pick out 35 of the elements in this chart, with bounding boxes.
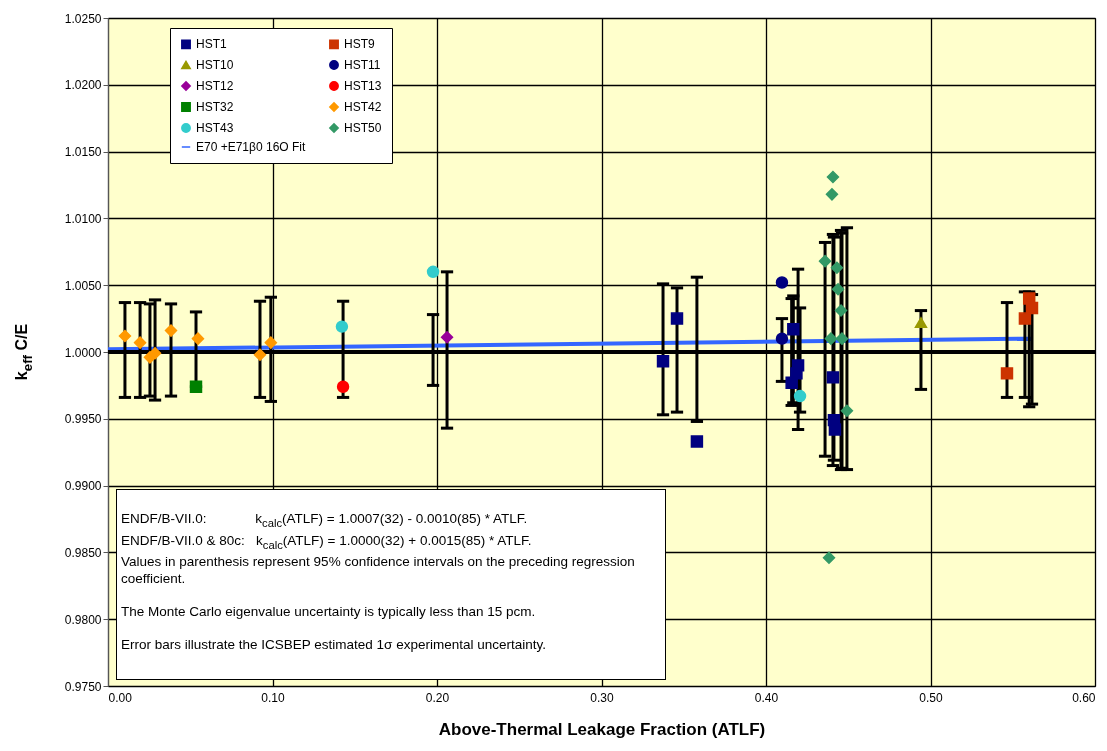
annotation: ENDF/B-VII.0 & 80c: k$_{calc}$(ATLF) = 1.0000(32) + 0.0015(85) * ATLF. [121,531,533,553]
y-tick-label: 1.0250 [64,11,102,26]
x-tick-label: 0.00 [108,690,133,705]
y-tick-label: 1.0050 [64,278,102,293]
y-tick-label: 1.0150 [64,145,102,160]
x-axis-title: Above-Thermal Leakage Fraction (ATLF) [438,719,766,739]
y-tick-label: 0.9800 [64,612,102,627]
legend-label: HST1 [196,37,227,52]
legend-label: HST13 [344,79,382,93]
y-tick-label: 0.9900 [64,479,102,494]
legend-label: HST50 [344,121,382,135]
x-tick-label: 0.10 [261,690,285,705]
legend-label: HST9 [344,37,375,52]
y-tick-label: 0.9950 [64,412,102,427]
legend-label: HST43 [196,121,234,135]
y-tick-label: 1.0200 [64,78,102,93]
annotation: The Monte Carlo eigenvalue uncertainty is typically less than 15 pcm. [121,603,537,621]
legend-label: E70 +E71β0 16O Fit [196,140,306,154]
annotation: Error bars illustrate the ICSBEP estimated 1σ experimental uncertainty. [121,636,548,654]
x-tick-label: 0.50 [919,690,943,705]
x-tick-label: 0.20 [425,690,450,705]
y-tick-label: 1.0000 [64,345,102,360]
annotation: Values in parenthesis represent 95% confidence intervals on the preceding regression coefficient. [121,553,636,588]
y-tick-label: 0.9750 [64,679,102,694]
x-tick-label: 0.30 [590,690,614,705]
x-tick-label: 0.40 [754,690,779,705]
y-tick-label: 1.0100 [64,211,102,226]
x-tick-label: 0.60 [1072,690,1096,705]
annotation: ENDF/B-VII.0: k$_{calc}$(ATLF) = 1.0007(32) - 0.0010(85) * ATLF. [121,510,529,531]
legend-label: HST10 [196,58,234,72]
legend-label: HST12 [196,79,234,93]
legend-label: HST42 [344,100,382,114]
y-tick-label: 0.9850 [64,545,102,560]
legend-label: HST11 [344,58,381,72]
legend-label: HST32 [196,100,234,114]
